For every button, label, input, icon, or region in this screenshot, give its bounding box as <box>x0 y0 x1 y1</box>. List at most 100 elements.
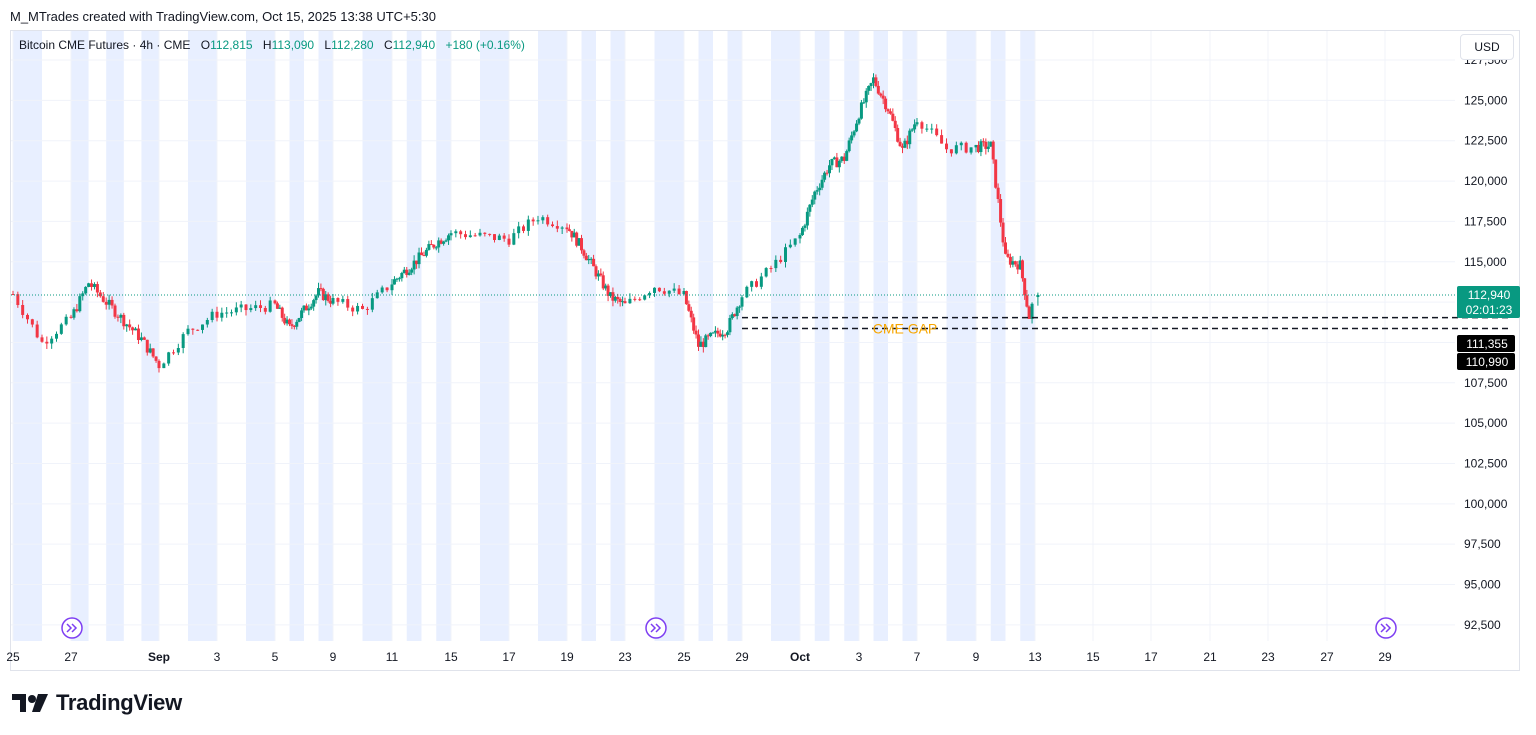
candle-body <box>45 341 49 344</box>
candle-body <box>464 234 467 238</box>
x-tick-label: 23 <box>1261 650 1275 664</box>
candle-body <box>891 113 895 121</box>
candle-body <box>845 151 849 161</box>
candle-body <box>259 305 262 308</box>
candle-body <box>648 292 652 296</box>
y-tick-label: 120,000 <box>1464 174 1508 188</box>
candle-body <box>459 231 463 235</box>
x-tick-label: 5 <box>272 650 279 664</box>
candle-body <box>319 288 323 290</box>
candle-body <box>830 158 834 166</box>
x-tick-label: 27 <box>64 650 78 664</box>
candle-body <box>145 339 149 353</box>
candle-body <box>825 172 829 174</box>
session-band <box>318 31 333 641</box>
session-band <box>106 31 124 641</box>
candle-body <box>974 144 978 148</box>
candle-body <box>847 140 851 152</box>
tradingview-logo[interactable]: TradingView <box>12 690 182 716</box>
x-tick-label: 25 <box>6 650 20 664</box>
candle-body <box>969 147 973 153</box>
candle-body <box>820 179 824 188</box>
chart-frame <box>10 30 1520 671</box>
candle-body <box>107 299 111 305</box>
candle-body <box>723 334 727 336</box>
candle-body <box>442 241 446 244</box>
candle-body <box>273 300 277 304</box>
candle-body <box>215 311 219 318</box>
candle-body <box>69 316 73 318</box>
candle-body <box>210 311 214 321</box>
symbol-label[interactable]: Bitcoin CME Futures · 4h · CME <box>19 38 191 52</box>
candle-body <box>113 305 117 317</box>
candle-body <box>726 332 729 335</box>
candle-body <box>1011 261 1015 265</box>
candle-body <box>584 255 588 261</box>
candle-body <box>407 272 411 275</box>
candle-body <box>429 244 433 246</box>
candle-body <box>570 230 574 238</box>
candle-body <box>999 199 1003 223</box>
candle-body <box>201 324 204 330</box>
candle-body <box>196 329 200 331</box>
candle-body <box>580 238 583 251</box>
candle-body <box>1018 260 1022 270</box>
candle-body <box>857 118 861 124</box>
candle-body <box>434 247 438 249</box>
candle-body <box>517 226 521 234</box>
candle-body <box>594 266 598 277</box>
candle-body <box>546 217 550 225</box>
x-tick-label: 3 <box>214 650 221 664</box>
candle-body <box>989 141 993 147</box>
session-band <box>71 31 89 641</box>
candle-body <box>104 301 108 305</box>
candle-body <box>577 238 581 246</box>
ohlc-legend: Bitcoin CME Futures · 4h · CME O112,815 … <box>19 38 525 52</box>
candle-body <box>186 328 190 335</box>
session-band <box>246 31 275 641</box>
candle-body <box>930 128 934 130</box>
x-tick-label: 17 <box>502 650 516 664</box>
candle-body <box>704 335 708 348</box>
candle-body <box>881 95 885 99</box>
candle-body <box>803 225 807 228</box>
candle-body <box>346 299 350 308</box>
candle-body <box>572 232 576 238</box>
x-tick-label: Oct <box>790 650 810 664</box>
candle-body <box>872 77 875 84</box>
candle-body <box>1013 261 1017 265</box>
candle-body <box>244 304 248 311</box>
low-value: 112,280 <box>331 38 374 52</box>
candle-body <box>886 109 890 112</box>
candle-body <box>507 238 511 245</box>
open-label: O <box>200 38 211 52</box>
session-band <box>362 31 392 641</box>
candle-body <box>300 310 304 319</box>
candle-body <box>420 252 423 256</box>
candle-body <box>151 348 155 357</box>
candle-body <box>638 299 642 301</box>
candle-body <box>205 320 209 325</box>
candle-body <box>292 325 296 327</box>
currency-button[interactable]: USD <box>1460 34 1514 60</box>
candle-body <box>317 288 320 296</box>
x-tick-label: 27 <box>1320 650 1334 664</box>
session-band <box>902 31 917 641</box>
candle-body <box>964 142 968 153</box>
high-value: 113,090 <box>271 38 315 52</box>
tradingview-logo-icon <box>12 694 48 712</box>
candle-body <box>842 156 846 161</box>
brand-name: TradingView <box>56 690 182 715</box>
candle-body <box>351 307 355 312</box>
candle-body <box>879 93 883 96</box>
y-tick-label: 95,000 <box>1464 578 1501 592</box>
candle-body <box>424 249 428 256</box>
candle-body <box>684 291 688 305</box>
candle-body <box>810 199 814 205</box>
candle-body <box>454 231 458 234</box>
candle-body <box>750 281 754 287</box>
candle-body <box>81 293 85 297</box>
candle-body <box>888 111 892 114</box>
candle-body <box>522 226 525 231</box>
